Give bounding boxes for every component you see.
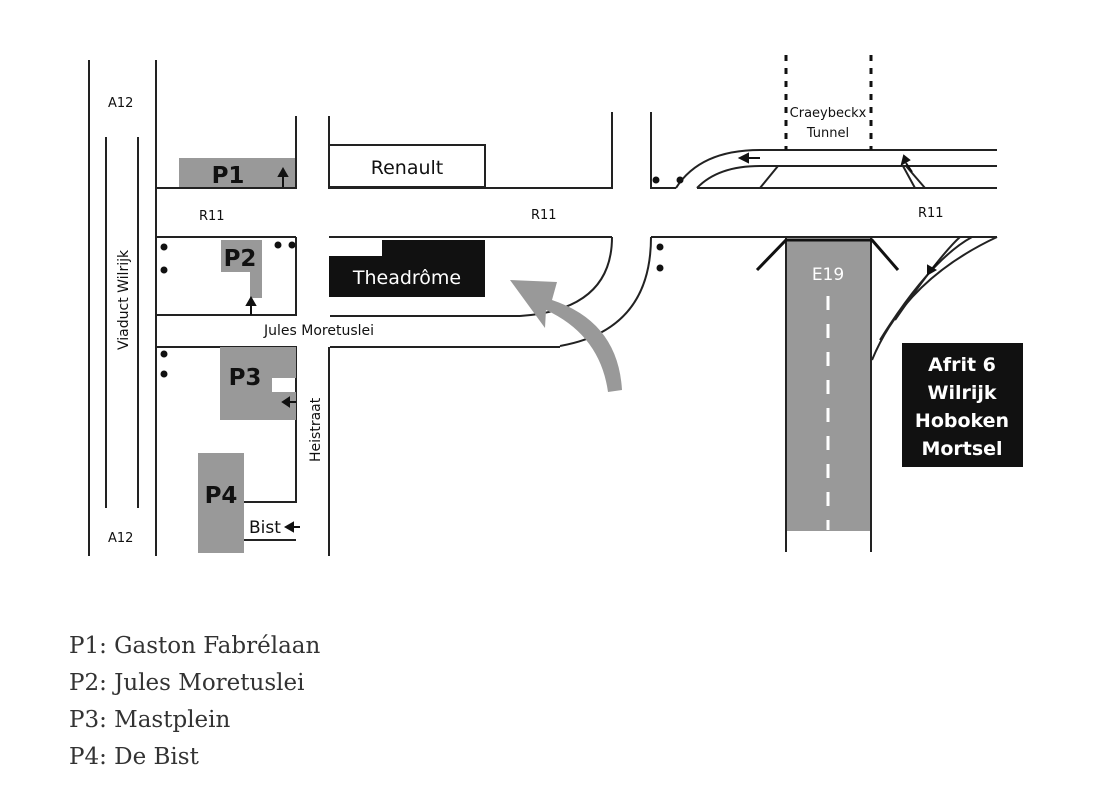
tunnel-label-line1: Craeybeckx — [790, 106, 867, 121]
exit-sign-line3: Hoboken — [915, 410, 1009, 432]
r11-label-right: R11 — [918, 206, 944, 221]
theadrome-label: Theadrôme — [352, 267, 461, 289]
a12-label-bottom: A12 — [108, 531, 133, 546]
location-map: A12 A12 Viaduct Wilrijk R11 R11 R11 Jule… — [88, 55, 1023, 556]
exit-sign-line2: Wilrijk — [927, 382, 996, 404]
parking-p2 — [221, 240, 262, 298]
r11-label-middle: R11 — [531, 208, 557, 223]
tunnel-label-line2: Tunnel — [806, 126, 849, 141]
exit-sign — [902, 343, 1023, 467]
legend-item-p2: P2: Jules Moretuslei — [69, 670, 305, 696]
parking-p1 — [179, 158, 295, 187]
jules-moretuslei-label: Jules Moretuslei — [263, 323, 374, 339]
parking-legend: P1: Gaston Fabrélaan P2: Jules Moretusle… — [69, 628, 320, 776]
a12-label-top: A12 — [108, 96, 133, 111]
renault-label: Renault — [371, 157, 444, 179]
p2-label: P2 — [224, 246, 257, 272]
r11-label-left: R11 — [199, 209, 225, 224]
legend-item-p3: P3: Mastplein — [69, 707, 231, 733]
p4-label: P4 — [205, 483, 238, 509]
theadrome-building — [329, 240, 485, 297]
bist-label: Bist — [249, 518, 281, 538]
viaduct-wilrijk-label: Viaduct Wilrijk — [116, 249, 132, 350]
legend-item-p4: P4: De Bist — [69, 744, 199, 770]
e19-label: E19 — [812, 265, 844, 285]
p1-label: P1 — [212, 163, 245, 189]
exit-sign-line1: Afrit 6 — [928, 354, 996, 376]
heistraat-label: Heistraat — [308, 397, 324, 462]
parking-p4 — [198, 453, 244, 553]
legend-item-p1: P1: Gaston Fabrélaan — [69, 633, 321, 659]
exit-sign-line4: Mortsel — [921, 438, 1002, 460]
route-arrow-icon — [510, 280, 622, 392]
parking-p3 — [220, 347, 296, 420]
p3-label: P3 — [229, 365, 262, 391]
